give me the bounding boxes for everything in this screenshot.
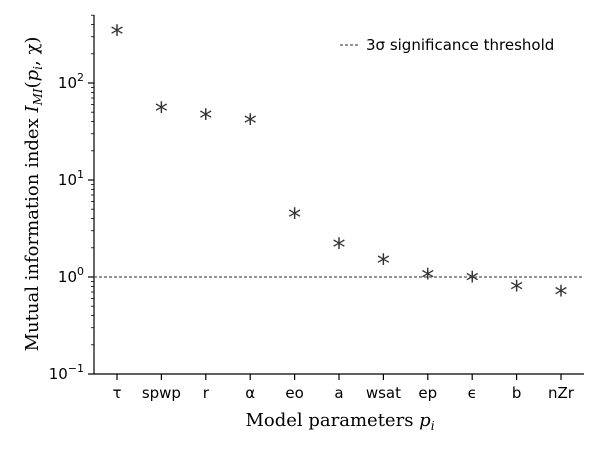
x-axis-title: Model parameters pi [245,410,434,433]
legend: 3σ significance threshold [340,36,554,54]
y-ticks: 10−1 100 101 102 [49,14,94,383]
data-point: * [466,267,479,297]
x-tick-label: b [512,384,522,402]
data-point: * [288,204,301,234]
data-point: * [510,276,523,306]
x-tick-label: ep [418,384,437,402]
x-tick-label: eo [285,384,303,402]
x-tick-label: α [245,384,255,402]
data-point: * [244,110,257,140]
x-tick-label: a [334,384,343,402]
data-point: * [199,105,212,135]
x-ticks: τ spwp r α eo a wsat ep ϵ b nZr [112,374,575,402]
data-points: * * * * * * * * * * * [111,21,568,312]
x-tick-label: τ [112,384,121,402]
legend-label: 3σ significance threshold [366,36,554,54]
data-point: * [377,249,390,279]
data-point: * [111,21,124,51]
y-tick-label: 101 [58,168,84,189]
y-tick-label: 100 [58,265,84,286]
data-point: * [555,281,568,311]
data-point: * [421,264,434,294]
x-tick-label: ϵ [468,384,477,402]
x-tick-label: wsat [366,384,401,402]
x-tick-label: nZr [548,384,575,402]
x-tick-label: spwp [142,384,181,402]
y-tick-label: 10−1 [49,362,84,383]
data-point: * [333,234,346,264]
data-point: * [155,98,168,128]
x-tick-label: r [203,384,210,402]
y-axis-title: Mutual information index IMI(pi, χ) [22,37,45,352]
y-tick-label: 102 [58,71,84,92]
